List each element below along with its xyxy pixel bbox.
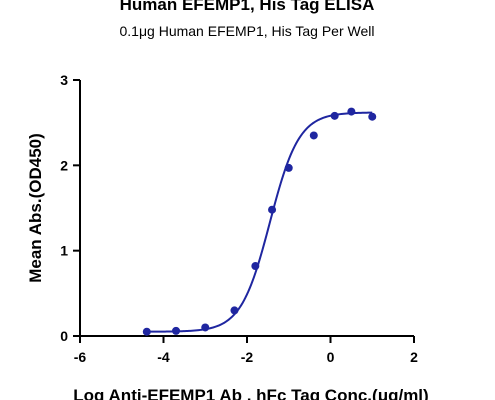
x-tick-label: -4 xyxy=(157,349,170,365)
x-tick-label: -2 xyxy=(241,349,254,365)
data-point xyxy=(347,107,356,116)
chart-subtitle: 0.1μg Human EFEMP1, His Tag Per Well xyxy=(120,23,375,39)
data-point xyxy=(230,306,239,315)
data-point xyxy=(309,131,318,140)
y-tick-label: 2 xyxy=(60,157,68,173)
data-point xyxy=(201,323,210,332)
y-axis-label: Mean Abs.(OD450) xyxy=(26,133,45,283)
data-point xyxy=(251,262,260,271)
x-tick-label: 2 xyxy=(410,349,418,365)
x-tick-label: -6 xyxy=(74,349,87,365)
plot-area: 0 1 2 3 -6 -4 -2 0 2 xyxy=(60,72,418,365)
x-tick-label: 0 xyxy=(327,349,335,365)
chart-title: Human EFEMP1, His Tag ELISA xyxy=(120,0,375,14)
data-point xyxy=(368,112,377,121)
y-tick-label: 0 xyxy=(60,328,68,344)
data-point xyxy=(268,205,277,214)
y-tick-label: 1 xyxy=(60,243,68,259)
y-tick-label: 3 xyxy=(60,72,68,88)
x-axis-label: Log Anti-EFEMP1 Ab , hFc Tag Conc.(μg/ml… xyxy=(73,386,428,400)
fit-curve xyxy=(146,111,373,333)
data-point xyxy=(284,163,293,172)
data-point xyxy=(330,111,339,120)
data-point xyxy=(142,327,151,336)
data-point xyxy=(172,326,181,335)
